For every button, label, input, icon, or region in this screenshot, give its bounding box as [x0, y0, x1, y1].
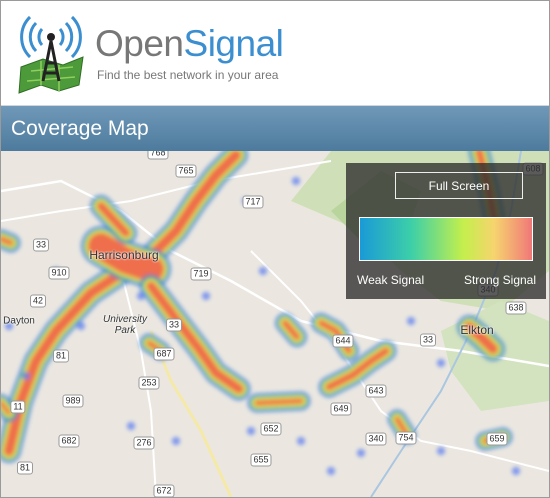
coverage-spot: [172, 437, 180, 445]
coverage-area: [254, 398, 304, 406]
coverage-spot: [437, 359, 445, 367]
coverage-area: [1, 401, 11, 415]
coverage-area: [97, 202, 130, 237]
route-shield: 659: [486, 432, 508, 446]
place-label: Dayton: [3, 315, 35, 327]
route-shield: 33: [32, 238, 50, 252]
route-shield: 719: [190, 267, 212, 281]
road: [1, 160, 332, 222]
route-shield: 253: [138, 376, 160, 390]
road: [1, 179, 549, 368]
place-label: University Park: [103, 314, 147, 336]
title: Coverage Map: [11, 117, 149, 140]
logo: [18, 15, 84, 94]
coverage-heatmap: [1, 151, 520, 475]
coverage-area: [282, 320, 300, 340]
road: [250, 250, 549, 472]
route-shield: 717: [242, 195, 264, 209]
route-shield: 989: [62, 394, 84, 408]
coverage-spot: [137, 292, 145, 300]
coverage-area: [88, 233, 164, 282]
route-shield: 754: [395, 431, 417, 445]
route-shield: 276: [133, 436, 155, 450]
route-shield: 33: [165, 318, 183, 332]
route-shield: 765: [175, 164, 197, 178]
coverage-spot: [357, 449, 365, 457]
route-shield: 638: [505, 301, 527, 315]
route-shield: 644: [332, 334, 354, 348]
route-shield: 687: [153, 347, 175, 361]
route-shield: 672: [153, 484, 175, 497]
brand-second: Signal: [183, 23, 284, 64]
brand-first: Open: [95, 23, 184, 64]
coverage-spot: [202, 292, 210, 300]
coverage-spot: [512, 467, 520, 475]
route-shield: 655: [250, 453, 272, 467]
route-shield: 81: [52, 349, 70, 363]
route-shield: 652: [260, 422, 282, 436]
coverage-spot: [437, 447, 445, 455]
route-shield: 81: [16, 461, 34, 475]
place-label: Elkton: [460, 323, 494, 337]
coverage-spot: [127, 422, 135, 430]
coverage-area: [1, 236, 14, 246]
coverage-spot: [5, 322, 13, 330]
route-shield: 768: [147, 151, 169, 160]
legend-panel: Full Screen Weak Signal Strong Signal: [346, 163, 546, 299]
coverage-area: [464, 322, 498, 354]
route-shield: 11: [10, 400, 26, 414]
route-shield: 643: [365, 384, 387, 398]
coverage-area: [146, 281, 244, 394]
route-shield: 340: [365, 432, 387, 446]
coverage-spot: [259, 267, 267, 275]
coverage-spot: [407, 317, 415, 325]
coverage-spot: [77, 322, 85, 330]
brand: OpenSignal: [95, 23, 284, 65]
signal-gradient: [359, 217, 533, 261]
legend-strong: Strong Signal: [463, 273, 536, 287]
route-shield: 33: [419, 333, 437, 347]
route-shield: 682: [58, 434, 80, 448]
map[interactable]: 7687657176083391071942340638336443368725…: [1, 151, 549, 497]
coverage-spot: [292, 177, 300, 185]
coverage-spot: [297, 437, 305, 445]
legend-weak: Weak Signal: [357, 273, 425, 287]
header: OpenSignal Find the best network in your…: [1, 1, 549, 106]
coverage-spot: [327, 467, 335, 475]
route-shield: 649: [330, 402, 352, 416]
full-screen-button[interactable]: Full Screen: [395, 172, 523, 199]
route-shield: 42: [29, 294, 47, 308]
route-shield: 910: [48, 266, 70, 280]
coverage-spot: [22, 372, 30, 380]
place-label: Harrisonburg: [89, 248, 159, 262]
coverage-area: [325, 347, 390, 391]
tagline: Find the best network in your area: [97, 68, 279, 82]
title-bar: Coverage Map: [1, 106, 549, 151]
coverage-spot: [247, 427, 255, 435]
